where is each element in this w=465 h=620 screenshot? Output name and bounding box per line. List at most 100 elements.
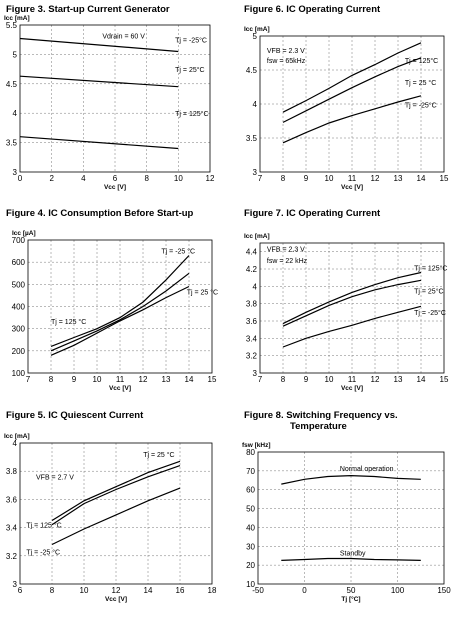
x-tick-label: 6: [113, 174, 118, 183]
x-axis-label: Vcc [V]: [105, 596, 127, 603]
annotation-label: Tj = 25°C: [414, 287, 443, 295]
y-axis-label: Icc [mA]: [244, 233, 270, 240]
y-tick-label: 400: [12, 303, 26, 312]
series-line: [282, 95, 422, 144]
chart-title: Figure 8. Switching Frequency vs. Temper…: [244, 410, 398, 432]
x-tick-label: 9: [304, 174, 309, 183]
y-tick-label: 5.5: [6, 21, 18, 30]
series-line: [282, 57, 422, 123]
y-tick-label: 700: [12, 236, 26, 245]
x-tick-label: 12: [206, 174, 215, 183]
y-axis-label: fsw [kHz]: [242, 442, 271, 449]
y-tick-label: 3: [13, 580, 18, 589]
annotation-label: Standby: [340, 551, 366, 558]
y-tick-label: 4.5: [246, 66, 258, 75]
x-axis-label: Tj [°C]: [341, 595, 360, 603]
y-tick-label: 5: [253, 32, 258, 41]
y-tick-label: 3.5: [246, 134, 258, 143]
x-tick-label: 7: [258, 174, 263, 183]
x-tick-label: 15: [208, 375, 217, 384]
x-tick-label: 4: [81, 174, 86, 183]
y-tick-label: 500: [12, 280, 26, 289]
x-axis-label: Vcc [V]: [109, 385, 131, 392]
y-tick-label: 4.2: [246, 265, 258, 274]
x-tick-label: 16: [176, 586, 185, 595]
y-tick-label: 4.4: [246, 248, 258, 257]
y-tick-label: 3.6: [6, 495, 18, 504]
y-tick-label: 3.2: [6, 552, 18, 561]
y-tick-label: 300: [12, 325, 26, 334]
y-tick-label: 80: [246, 448, 255, 457]
x-tick-label: 150: [437, 586, 451, 595]
chart-title-line1: Figure 8. Switching Frequency vs.: [244, 410, 398, 421]
y-tick-label: 3.4: [246, 334, 258, 343]
y-axis-label: Icc [mA]: [244, 26, 270, 33]
y-tick-label: 4: [253, 100, 258, 109]
x-tick-label: 14: [417, 375, 426, 384]
y-tick-label: 60: [246, 486, 255, 495]
x-tick-label: 11: [348, 174, 357, 183]
x-tick-label: 7: [258, 375, 263, 384]
x-tick-label: 15: [440, 174, 449, 183]
y-tick-label: 3.4: [6, 524, 18, 533]
annotation-label: Tj = -25 °C: [26, 548, 60, 556]
chart-figure-8: Figure 8. Switching Frequency vs. Temper…: [232, 408, 465, 620]
y-axis-label: Icc [µA]: [12, 230, 36, 237]
y-tick-label: 3.5: [6, 139, 18, 148]
chart-figure-3: Figure 3. Start-up Current Generator 0 2 4…: [0, 0, 232, 200]
y-tick-label: 50: [246, 505, 255, 514]
annotation-label: Tj = 25 °C: [187, 288, 218, 296]
x-tick-label: 10: [93, 375, 102, 384]
y-tick-label: 4.5: [6, 80, 18, 89]
series-line: [51, 460, 181, 522]
annotation-label: Tj = 125 °C: [51, 318, 86, 326]
y-tick-label: 3: [13, 168, 18, 177]
x-tick-label: 8: [281, 174, 286, 183]
x-tick-label: -50: [252, 586, 264, 595]
plot-frame: [257, 451, 445, 585]
annotation-label: Tj = -25°C: [414, 309, 446, 317]
x-tick-label: 8: [49, 375, 54, 384]
chart-title: Figure 7. IC Operating Current: [244, 208, 381, 219]
x-tick-label: 11: [116, 375, 125, 384]
plot-frame: [19, 24, 211, 173]
annotation-label: Tj = -25°C: [405, 101, 437, 109]
series-line: [50, 272, 190, 352]
plot-frame: [19, 442, 213, 585]
chart-svg: 7 8 9 10 11 12 13 14 15 100 200 300 400 500 600 700Icc …: [12, 230, 218, 392]
x-tick-label: 11: [348, 375, 357, 384]
x-tick-label: 50: [347, 586, 356, 595]
y-tick-label: 3.8: [6, 467, 18, 476]
x-tick-label: 0: [302, 586, 307, 595]
chart-title: Figure 3. Start-up Current Generator: [6, 4, 170, 15]
chart-figure-5: Figure 5. IC Quiescent Current 6 8 10 12 14 1…: [0, 408, 232, 620]
annotation-label: VFB = 2.3 V: [267, 48, 305, 55]
series-line: [281, 557, 421, 561]
y-tick-label: 3.2: [246, 352, 258, 361]
x-tick-label: 0: [18, 174, 23, 183]
x-tick-label: 10: [174, 174, 183, 183]
y-tick-label: 3: [253, 168, 258, 177]
x-tick-label: 8: [281, 375, 286, 384]
annotation-label: fsw = 65kHz: [267, 58, 306, 65]
x-tick-label: 9: [304, 375, 309, 384]
x-tick-label: 8: [50, 586, 55, 595]
series-line: [281, 474, 421, 485]
annotation-label: Tj = 125°C: [414, 265, 447, 273]
y-axis-label: Icc [mA]: [4, 433, 30, 440]
annotation-label: Tj = 125 °C: [26, 522, 61, 530]
series-line: [51, 487, 181, 546]
chart-svg: 7 8 9 10 11 12 13 14 15 3 3.2 3.4 3.6 3.8 4 4.2 4.4 Icc […: [244, 233, 449, 392]
chart-figure-6: Figure 6. IC Operating Current 7 8 9 10 11 12…: [232, 0, 465, 200]
y-tick-label: 3.6: [246, 317, 258, 326]
x-tick-label: 13: [394, 375, 403, 384]
series-line: [282, 279, 422, 327]
x-tick-label: 14: [144, 586, 153, 595]
x-tick-label: 12: [371, 174, 380, 183]
annotation-label: Tj = 25 °C: [405, 79, 436, 87]
annotation-label: Tj = 25 °C: [143, 451, 174, 459]
x-tick-label: 7: [26, 375, 31, 384]
annotation-label: Tj = 25°C: [175, 66, 204, 74]
